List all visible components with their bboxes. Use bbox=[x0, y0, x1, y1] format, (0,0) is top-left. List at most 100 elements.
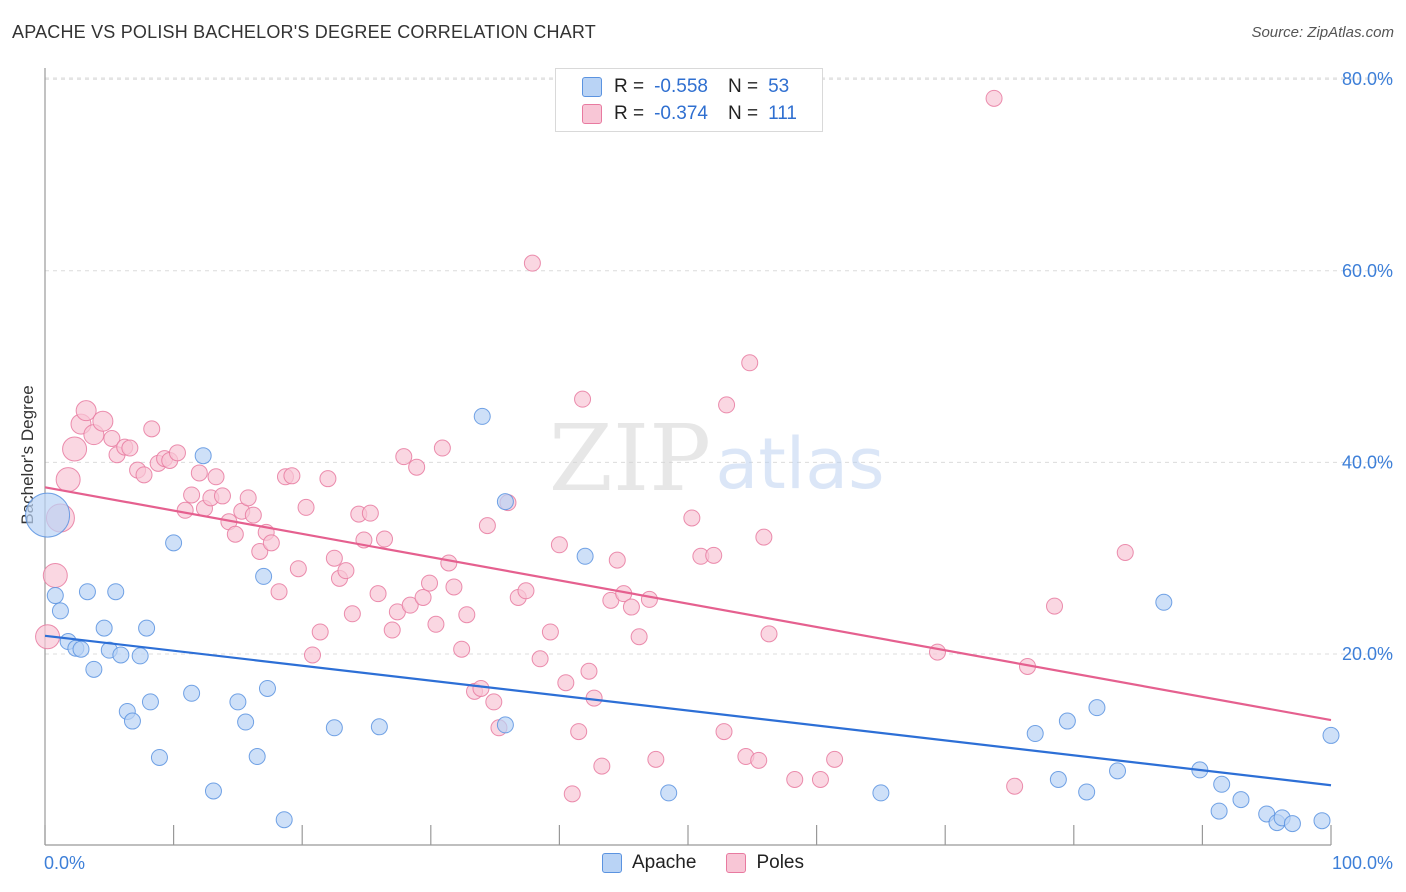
apache-point-50 bbox=[1283, 815, 1301, 833]
apache-point-2 bbox=[51, 602, 69, 620]
poles-point-28 bbox=[226, 525, 244, 543]
gridlines bbox=[45, 77, 1392, 655]
apache-point-30 bbox=[473, 407, 491, 425]
apache-point-29 bbox=[370, 718, 388, 736]
poles-point-37 bbox=[283, 467, 301, 485]
poles-point-61 bbox=[440, 554, 458, 572]
apache-legend-label: Apache bbox=[632, 852, 697, 873]
apache-point-17 bbox=[150, 748, 168, 766]
legend-row-apache: R = -0.558 N = 53 bbox=[582, 75, 789, 99]
poles-point-58 bbox=[421, 574, 439, 592]
poles-point-8 bbox=[92, 410, 114, 432]
poles-point-43 bbox=[325, 549, 343, 567]
y-tick-label-80: 80.0% bbox=[1342, 69, 1393, 89]
x-tick-label-min: 0.0% bbox=[44, 853, 85, 873]
poles-point-6 bbox=[75, 400, 97, 422]
poles-r-value: -0.374 bbox=[654, 103, 708, 124]
legend-item-poles[interactable]: Poles bbox=[726, 852, 804, 874]
tick-labels: 20.0% 40.0% 60.0% 80.0% 0.0% 100.0% bbox=[44, 69, 1393, 873]
poles-trend-line bbox=[44, 486, 1332, 722]
poles-point-100 bbox=[760, 625, 778, 643]
poles-point-66 bbox=[472, 679, 490, 697]
apache-n-value: 53 bbox=[768, 76, 790, 97]
apache-point-39 bbox=[1078, 783, 1096, 801]
poles-point-51 bbox=[376, 530, 394, 548]
apache-point-21 bbox=[204, 782, 222, 800]
apache-point-20 bbox=[194, 447, 212, 465]
poles-points bbox=[35, 89, 1134, 803]
watermark-zip: ZIP bbox=[549, 405, 711, 512]
poles-point-46 bbox=[343, 605, 361, 623]
apache-point-0 bbox=[25, 492, 71, 538]
poles-point-108 bbox=[1046, 597, 1064, 615]
poles-point-67 bbox=[478, 517, 496, 535]
poles-point-102 bbox=[811, 770, 829, 788]
poles-point-54 bbox=[395, 448, 413, 466]
poles-point-12 bbox=[121, 439, 139, 457]
watermark-atlas: atlas bbox=[715, 423, 884, 505]
poles-point-14 bbox=[135, 466, 153, 484]
poles-point-60 bbox=[433, 439, 451, 457]
chart-title: APACHE VS POLISH BACHELOR'S DEGREE CORRE… bbox=[12, 22, 596, 42]
poles-point-9 bbox=[103, 429, 121, 447]
apache-point-5 bbox=[72, 640, 90, 658]
poles-point-89 bbox=[640, 590, 658, 608]
poles-point-34 bbox=[262, 534, 280, 552]
apache-point-41 bbox=[1109, 762, 1127, 780]
poles-point-38 bbox=[289, 560, 307, 578]
apache-point-35 bbox=[872, 784, 890, 802]
poles-point-56 bbox=[408, 458, 426, 476]
apache-point-16 bbox=[141, 693, 159, 711]
poles-point-25 bbox=[207, 468, 225, 486]
apache-point-13 bbox=[123, 712, 141, 730]
poles-swatch bbox=[582, 104, 602, 124]
y-tick-label-40: 40.0% bbox=[1342, 452, 1393, 472]
apache-point-26 bbox=[258, 679, 276, 697]
apache-point-11 bbox=[112, 646, 130, 664]
poles-point-4 bbox=[62, 436, 88, 462]
poles-point-87 bbox=[622, 598, 640, 616]
poles-legend-swatch bbox=[726, 853, 747, 873]
poles-point-85 bbox=[608, 551, 626, 569]
apache-point-46 bbox=[1232, 791, 1250, 809]
poles-point-62 bbox=[445, 578, 463, 596]
apache-r-value: -0.558 bbox=[654, 76, 708, 97]
poles-point-55 bbox=[401, 596, 419, 614]
apache-point-34 bbox=[660, 784, 678, 802]
poles-point-26 bbox=[213, 487, 231, 505]
poles-point-103 bbox=[826, 750, 844, 768]
poles-point-45 bbox=[337, 562, 355, 580]
apache-point-27 bbox=[275, 811, 293, 829]
trend-lines bbox=[44, 486, 1332, 787]
poles-point-32 bbox=[251, 542, 269, 560]
poles-point-68 bbox=[485, 693, 503, 711]
poles-point-77 bbox=[557, 674, 575, 692]
apache-point-51 bbox=[1313, 812, 1331, 830]
poles-point-19 bbox=[168, 444, 186, 462]
correlation-legend: R = -0.558 N = 53 R = -0.374 N = 111 bbox=[555, 68, 823, 132]
poles-point-35 bbox=[270, 583, 288, 601]
poles-point-40 bbox=[303, 646, 321, 664]
poles-point-74 bbox=[531, 650, 549, 668]
poles-point-30 bbox=[239, 489, 257, 507]
apache-point-15 bbox=[138, 619, 156, 637]
apache-points bbox=[25, 407, 1340, 833]
poles-point-52 bbox=[383, 621, 401, 639]
apache-point-8 bbox=[95, 619, 113, 637]
apache-swatch bbox=[582, 77, 602, 97]
apache-point-44 bbox=[1210, 802, 1228, 820]
poles-point-75 bbox=[541, 623, 559, 641]
poles-point-101 bbox=[786, 770, 804, 788]
poles-point-72 bbox=[517, 582, 535, 600]
apache-point-45 bbox=[1213, 775, 1231, 793]
legend-item-apache[interactable]: Apache bbox=[602, 852, 696, 874]
apache-point-25 bbox=[255, 567, 273, 585]
apache-point-6 bbox=[78, 583, 96, 601]
poles-point-93 bbox=[705, 546, 723, 564]
poles-point-109 bbox=[1116, 543, 1134, 561]
apache-point-1 bbox=[46, 587, 64, 605]
poles-point-88 bbox=[630, 628, 648, 646]
poles-point-1 bbox=[42, 562, 68, 588]
apache-trend-line bbox=[44, 634, 1332, 787]
